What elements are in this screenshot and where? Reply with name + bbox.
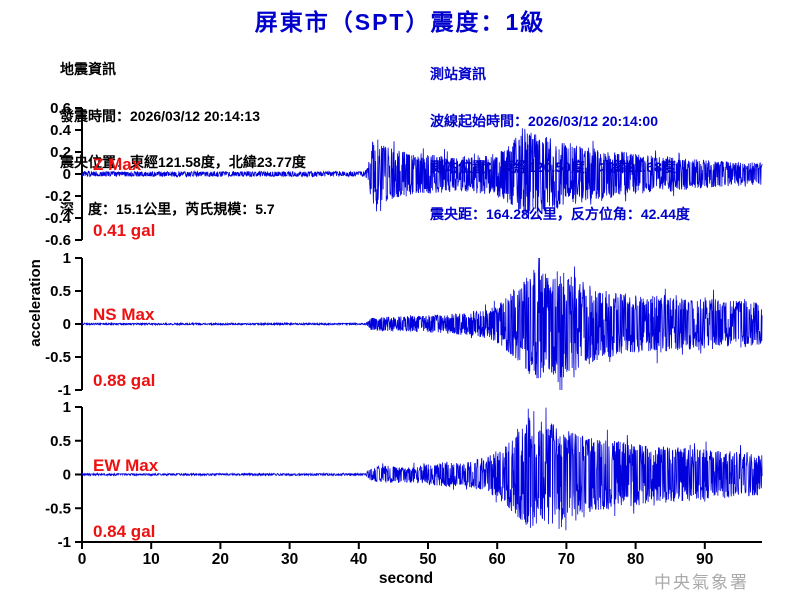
ns-max-label: NS Max 0.88 gal <box>93 260 155 436</box>
x-tick-label: 40 <box>350 551 367 568</box>
ns-y-tick-label: -0.5 <box>45 349 71 366</box>
ns-waveform <box>81 257 763 391</box>
epicenter-location: 震央位置：東經121.58度，北緯23.77度 <box>60 154 306 170</box>
station-info: 測站資訊 波線起始時間：2026/03/12 20:14:00 測站位置：東經1… <box>430 36 690 253</box>
x-tick-label: 20 <box>212 551 229 568</box>
z-y-tick-label: 0.4 <box>50 122 72 139</box>
x-tick-label: 0 <box>78 551 87 568</box>
ew-max-label: EW Max 0.84 gal <box>93 411 158 587</box>
ns-y-tick-label: 0.5 <box>50 283 71 300</box>
x-tick-label: 60 <box>489 551 506 568</box>
ew-y-tick-label: 1 <box>63 399 71 416</box>
ew-max-value: 0.84 gal <box>93 522 156 541</box>
z-y-tick-label: -0.2 <box>45 188 71 205</box>
depth-magnitude: 深 度：15.1公里，芮氏規模：5.7 <box>60 200 275 217</box>
x-tick-label: 70 <box>558 551 575 568</box>
x-tick-label: 10 <box>143 551 160 568</box>
x-tick-label: 80 <box>627 551 644 568</box>
x-axis-label: second <box>378 570 434 587</box>
ns-y-tick-label: 0 <box>63 316 71 333</box>
x-tick-label: 50 <box>419 551 436 568</box>
ew-y-tick-label: 0 <box>63 467 71 484</box>
earthquake-info: 地震資訊 發震時間：2026/03/12 20:14:13 震央位置：東經121… <box>60 31 306 248</box>
ew-y-tick-label: -0.5 <box>45 500 71 517</box>
station-info-heading: 測站資訊 <box>430 66 486 82</box>
ns-max-value: 0.88 gal <box>93 371 156 390</box>
x-tick-label: 30 <box>281 551 298 568</box>
ew-waveform <box>81 407 763 531</box>
z-y-tick-label: 0.6 <box>50 100 71 117</box>
epicentral-distance: 震央距：164.28公里，反方位角：42.44度 <box>430 205 690 222</box>
origin-time: 發震時間：2026/03/12 20:14:13 <box>60 107 260 124</box>
z-y-tick-label: 0 <box>63 166 71 183</box>
z-y-tick-label: -0.4 <box>45 210 72 227</box>
ew-y-tick-label: -1 <box>58 534 71 551</box>
ns-y-tick-label: 1 <box>63 250 71 267</box>
page-title: 屏東市（SPT）震度：1級 <box>254 9 546 35</box>
earthquake-info-heading: 地震資訊 <box>60 61 116 77</box>
y-axis-label: acceleration <box>27 259 44 347</box>
z-max-value: 0.41 gal <box>93 221 156 240</box>
x-tick-label: 90 <box>696 551 713 568</box>
ns-y-tick-label: -1 <box>58 382 71 399</box>
ns-max-title: NS Max <box>93 305 155 324</box>
station-location: 測站位置：東經120.50度，北緯22.68度 <box>430 159 676 175</box>
z-y-tick-label: 0.2 <box>50 144 71 161</box>
trace-start-time: 波線起始時間：2026/03/12 20:14:00 <box>430 112 658 129</box>
ew-max-title: EW Max <box>93 456 159 475</box>
z-max-title: Z Max <box>93 155 142 174</box>
agency-watermark: 中央氣象署 <box>654 573 749 592</box>
z-max-label: Z Max 0.41 gal <box>93 110 155 286</box>
ew-y-tick-label: 0.5 <box>50 433 71 450</box>
z-y-tick-label: -0.6 <box>45 232 71 249</box>
z-waveform <box>81 128 763 220</box>
